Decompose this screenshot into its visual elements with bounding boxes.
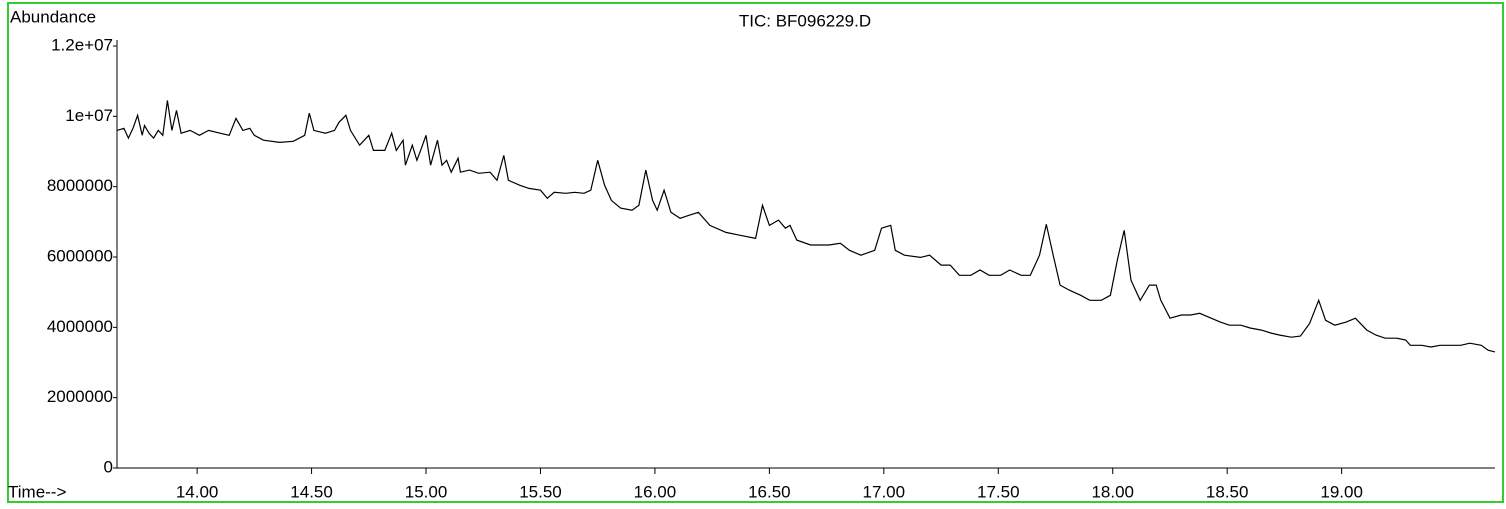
x-tick-label: 19.00	[1320, 482, 1363, 501]
x-tick-label: 14.00	[176, 482, 219, 501]
x-tick-label: 16.50	[748, 482, 791, 501]
tic-line	[116, 100, 1496, 353]
y-tick-label: 0	[104, 457, 113, 476]
y-tick-label: 1.2e+07	[51, 35, 113, 54]
x-tick-label: 15.50	[519, 482, 562, 501]
x-tick-label: 14.50	[290, 482, 333, 501]
y-tick-label: 4000000	[47, 317, 113, 336]
x-tick-label: 17.00	[863, 482, 906, 501]
x-tick-label: 15.00	[405, 482, 448, 501]
x-axis-label: Time-->	[8, 482, 66, 501]
x-tick-label: 16.00	[634, 482, 677, 501]
y-tick-label: 6000000	[47, 246, 113, 265]
chart-title: TIC: BF096229.D	[739, 11, 871, 30]
y-axis-label: Abundance	[10, 7, 96, 26]
x-tick-label: 18.00	[1091, 482, 1134, 501]
x-tick-label: 18.50	[1206, 482, 1249, 501]
y-tick-label: 8000000	[47, 176, 113, 195]
x-tick-label: 17.50	[977, 482, 1020, 501]
panel-border	[7, 2, 1504, 503]
y-tick-label: 2000000	[47, 387, 113, 406]
y-tick-label: 1e+07	[65, 106, 113, 125]
